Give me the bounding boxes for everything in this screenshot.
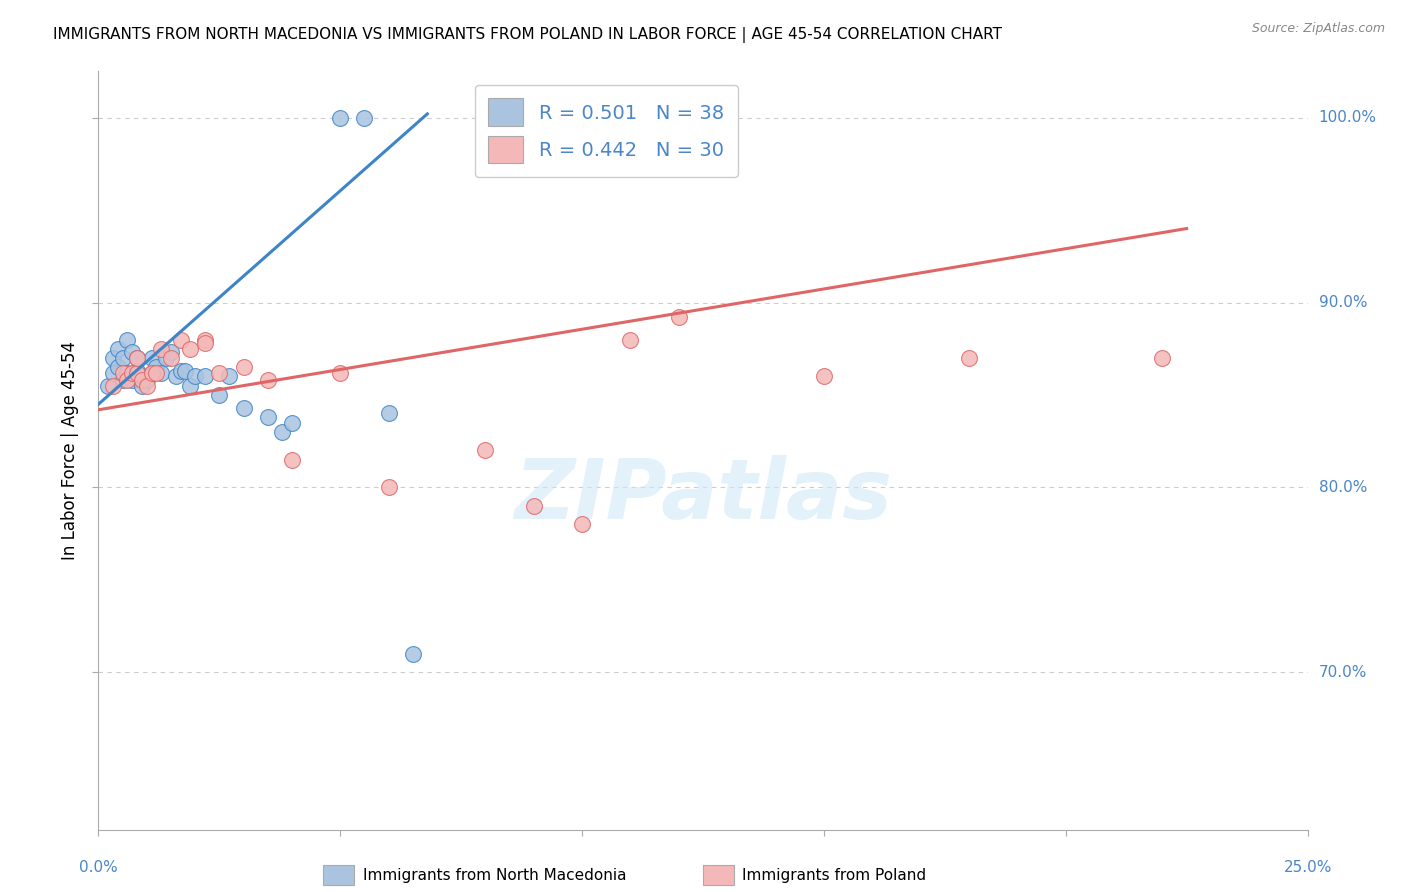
- Text: Immigrants from North Macedonia: Immigrants from North Macedonia: [363, 868, 626, 882]
- Y-axis label: In Labor Force | Age 45-54: In Labor Force | Age 45-54: [60, 341, 79, 560]
- Point: [121, 373, 143, 387]
- Point: [131, 369, 153, 384]
- Point: [160, 351, 183, 365]
- Text: Source: ZipAtlas.com: Source: ZipAtlas.com: [1251, 22, 1385, 36]
- Point: [523, 499, 546, 513]
- Point: [169, 333, 191, 347]
- Point: [474, 443, 496, 458]
- Point: [194, 333, 217, 347]
- Point: [232, 360, 254, 375]
- Point: [169, 364, 191, 378]
- Point: [571, 517, 593, 532]
- Point: [117, 366, 139, 380]
- Point: [184, 369, 207, 384]
- Point: [107, 360, 129, 375]
- Text: ZIPatlas: ZIPatlas: [515, 456, 891, 536]
- Point: [377, 480, 399, 494]
- Point: [1152, 351, 1174, 365]
- Text: Immigrants from Poland: Immigrants from Poland: [742, 868, 927, 882]
- Point: [232, 401, 254, 415]
- Point: [174, 364, 197, 378]
- Point: [145, 360, 167, 375]
- Point: [135, 378, 157, 392]
- Point: [127, 351, 149, 365]
- Point: [619, 333, 641, 347]
- Point: [111, 366, 134, 380]
- Point: [194, 369, 217, 384]
- Text: 80.0%: 80.0%: [1319, 480, 1367, 495]
- Point: [141, 366, 163, 380]
- Point: [121, 366, 143, 380]
- Point: [256, 373, 278, 387]
- Point: [353, 111, 375, 125]
- Point: [208, 388, 231, 402]
- Point: [813, 369, 835, 384]
- Legend: R = 0.501   N = 38, R = 0.442   N = 30: R = 0.501 N = 38, R = 0.442 N = 30: [475, 85, 738, 177]
- Point: [127, 366, 149, 380]
- Point: [668, 310, 690, 325]
- Point: [127, 364, 149, 378]
- Point: [97, 378, 120, 392]
- Point: [165, 369, 187, 384]
- Point: [256, 410, 278, 425]
- Point: [107, 342, 129, 356]
- Point: [281, 452, 304, 467]
- Text: 0.0%: 0.0%: [79, 860, 118, 875]
- Point: [101, 378, 124, 392]
- Point: [150, 342, 173, 356]
- Point: [329, 111, 352, 125]
- Point: [402, 647, 425, 661]
- Point: [135, 373, 157, 387]
- Point: [111, 373, 134, 387]
- Point: [150, 366, 173, 380]
- Point: [179, 378, 201, 392]
- Text: 100.0%: 100.0%: [1319, 110, 1376, 125]
- Point: [281, 416, 304, 430]
- Point: [208, 366, 231, 380]
- Point: [141, 366, 163, 380]
- Point: [141, 351, 163, 365]
- Point: [957, 351, 980, 365]
- Point: [121, 345, 143, 359]
- Point: [101, 351, 124, 365]
- Point: [160, 345, 183, 359]
- Point: [271, 425, 294, 439]
- Point: [377, 407, 399, 421]
- Point: [111, 351, 134, 365]
- Text: 90.0%: 90.0%: [1319, 295, 1367, 310]
- Point: [194, 336, 217, 351]
- Point: [117, 333, 139, 347]
- Point: [145, 366, 167, 380]
- Text: 25.0%: 25.0%: [1284, 860, 1331, 875]
- Point: [101, 366, 124, 380]
- Point: [179, 342, 201, 356]
- Text: 70.0%: 70.0%: [1319, 665, 1367, 680]
- Point: [218, 369, 240, 384]
- Text: IMMIGRANTS FROM NORTH MACEDONIA VS IMMIGRANTS FROM POLAND IN LABOR FORCE | AGE 4: IMMIGRANTS FROM NORTH MACEDONIA VS IMMIG…: [53, 27, 1002, 43]
- Point: [329, 366, 352, 380]
- Point: [131, 373, 153, 387]
- Point: [117, 373, 139, 387]
- Point: [131, 378, 153, 392]
- Point: [127, 351, 149, 365]
- Point: [155, 351, 177, 365]
